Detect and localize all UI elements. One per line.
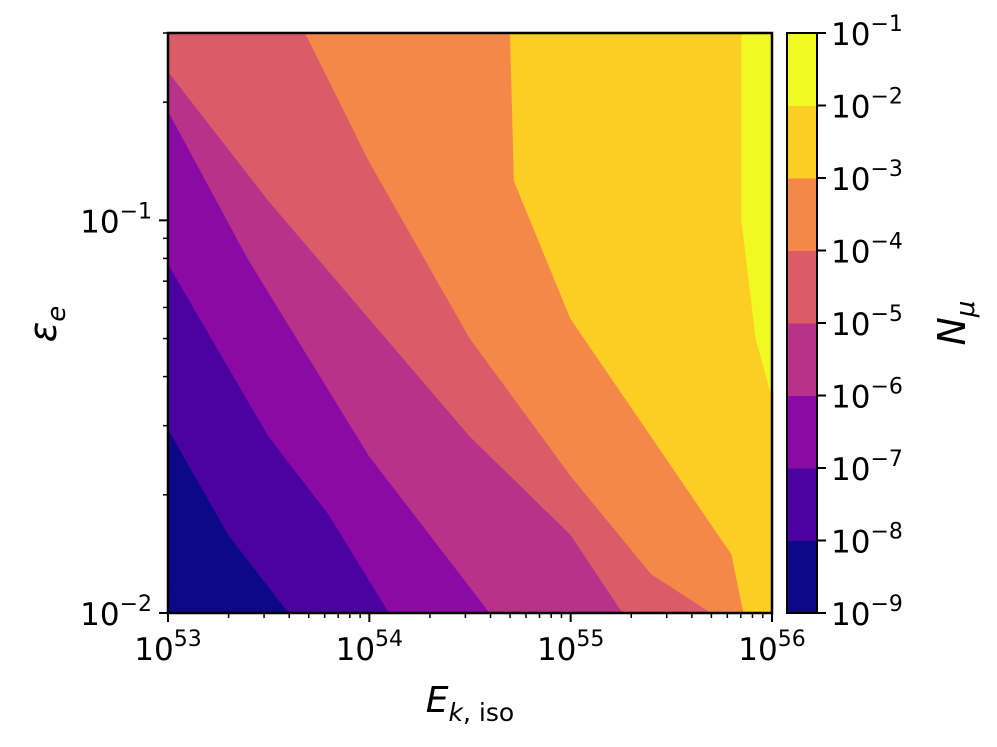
x-tick-label-0: 1053 — [134, 627, 201, 668]
colorbar-band-0 — [787, 540, 817, 614]
colorbar-tick-label-8: 10−1 — [831, 12, 903, 53]
colorbar-tick-label-0: 10−9 — [831, 592, 903, 633]
colorbar-tick-label-7: 10−2 — [831, 85, 903, 126]
colorbar-band-3 — [787, 323, 817, 396]
colorbar-band-1 — [787, 468, 817, 541]
y-axis-label: εe — [21, 306, 72, 343]
colorbar-band-7 — [787, 33, 817, 106]
y-axis-ticks: 10−1 10−2 — [80, 32, 168, 633]
y-tick-label-1: 10−2 — [80, 592, 152, 633]
colorbar-bands — [787, 33, 817, 614]
plot-frame — [166, 31, 774, 615]
colorbar-tick-label-5: 10−4 — [831, 230, 903, 271]
colorbar-tick-label-1: 10−8 — [831, 520, 903, 561]
contour-bands — [168, 33, 772, 613]
x-axis-ticks: 1053 1054 1055 1056 — [134, 613, 806, 668]
colorbar-band-5 — [787, 178, 817, 251]
colorbar-tick-label-3: 10−6 — [831, 375, 903, 416]
colorbar: 10−9 10−8 10−7 10−6 10−5 10−4 10−3 10−2 10−1 Nμ — [786, 12, 981, 633]
colorbar-label: Nμ — [930, 301, 981, 346]
colorbar-tick-label-6: 10−3 — [831, 157, 903, 198]
colorbar-band-4 — [787, 250, 817, 324]
x-axis-label: Ek, iso — [426, 680, 514, 727]
colorbar-tick-label-2: 10−7 — [831, 447, 903, 488]
plot-area — [166, 31, 774, 615]
y-tick-label-0: 10−1 — [80, 199, 152, 240]
contour-band-6 — [509, 33, 772, 613]
colorbar-band-2 — [787, 395, 817, 469]
contour-band-7 — [741, 33, 772, 398]
x-tick-label-2: 1055 — [537, 627, 604, 668]
colorbar-tick-label-4: 10−5 — [831, 302, 903, 343]
x-tick-label-1: 1054 — [336, 627, 403, 668]
colorbar-band-6 — [787, 105, 817, 179]
x-tick-label-3: 1056 — [738, 627, 805, 668]
colorbar-ticks: 10−9 10−8 10−7 10−6 10−5 10−4 10−3 10−2 10−1 — [817, 12, 903, 633]
